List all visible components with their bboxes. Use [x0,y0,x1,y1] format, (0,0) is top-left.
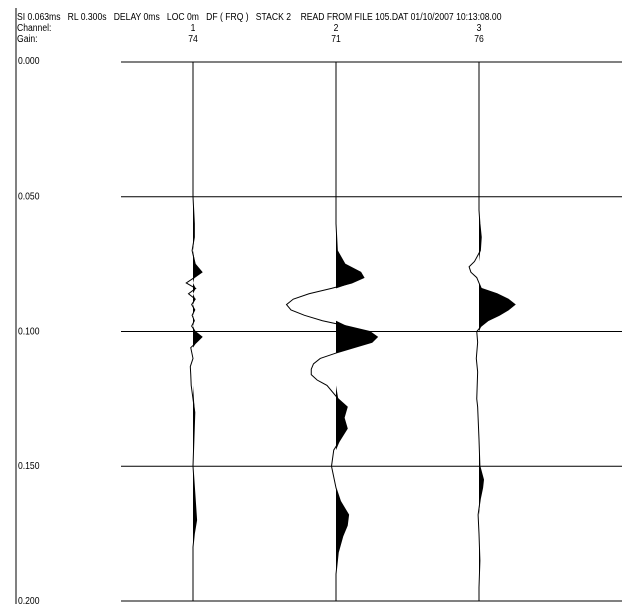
channel-gain-3: 76 [474,34,484,45]
trace-2-line [285,62,379,601]
channel-row-label: Channel: [17,23,52,34]
trace-3-line [468,62,516,601]
trace-2-positive-fill [336,62,378,601]
y-tick-label: 0.200 [18,595,39,606]
y-tick-label: 0.100 [18,326,39,337]
y-tick-label: 0.050 [18,191,39,202]
acquisition-parameters: SI 0.063ms RL 0.300s DELAY 0ms LOC 0m DF… [17,12,502,23]
channel-gain-1: 74 [188,34,198,45]
channel-gain-2: 71 [331,34,341,45]
y-tick-label: 0.150 [18,461,39,472]
channel-number-1: 1 [190,23,196,34]
trace-1-line [185,62,203,601]
y-tick-label: 0.000 [18,55,39,66]
channel-number-3: 3 [476,23,482,34]
channel-number-2: 2 [333,23,339,34]
gain-row-label: Gain: [17,34,38,45]
